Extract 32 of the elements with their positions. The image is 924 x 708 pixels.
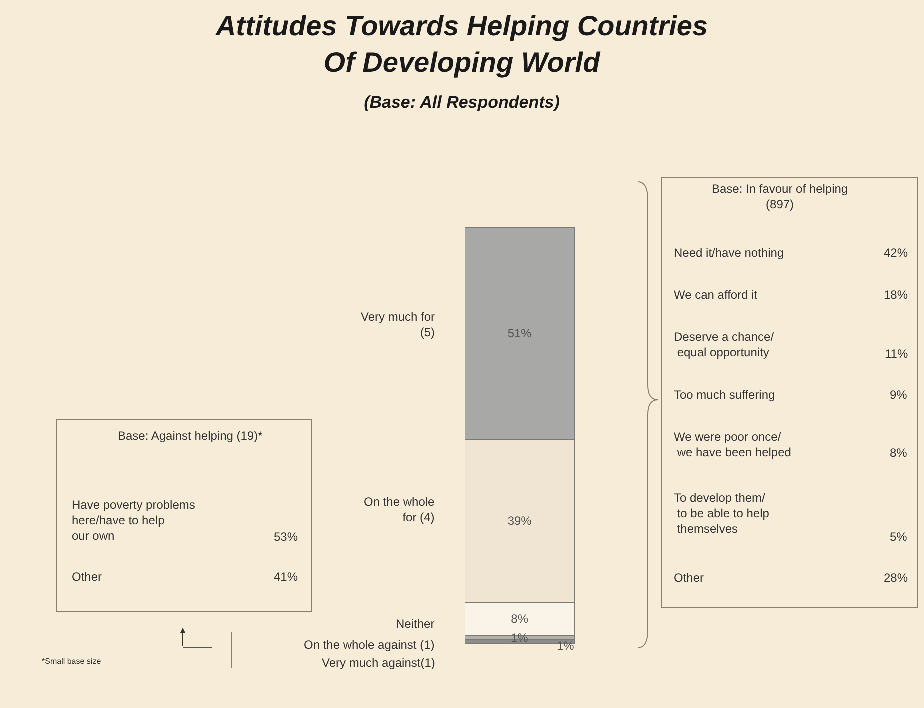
text: On the whole against (1) bbox=[304, 638, 435, 652]
text: Other bbox=[72, 570, 102, 584]
text: Other bbox=[674, 571, 704, 585]
text: We can afford it bbox=[674, 288, 758, 302]
text: 18% bbox=[884, 288, 908, 302]
text: Have poverty problems here/have to help our own bbox=[72, 498, 196, 544]
text: Deserve a chance/ equal opportunity bbox=[674, 330, 775, 360]
text: 53% bbox=[274, 530, 298, 544]
data-label: 1% bbox=[511, 631, 529, 645]
data-label: 8% bbox=[511, 612, 529, 626]
text: We were poor once/ we have been helped bbox=[674, 430, 792, 460]
text: 5% bbox=[890, 530, 908, 544]
text: 41% bbox=[274, 570, 298, 584]
data-label: 39% bbox=[508, 514, 532, 528]
text: To develop them/ to be able to help themselves bbox=[674, 491, 770, 536]
text: Base: In favour of helping (897) bbox=[712, 182, 848, 212]
text: Need it/have nothing bbox=[674, 246, 784, 260]
text: 28% bbox=[884, 571, 908, 585]
text: 42% bbox=[884, 246, 908, 260]
chart-title: Attitudes Towards Helping Countries Of Developing World bbox=[214, 10, 708, 78]
text: *Small base size bbox=[42, 657, 102, 666]
text: Very much against(1) bbox=[322, 656, 436, 670]
text: 8% bbox=[890, 446, 908, 460]
chart-subtitle: (Base: All Respondents) bbox=[364, 93, 560, 112]
data-label: 51% bbox=[508, 326, 532, 341]
text: On the whole for (4) bbox=[364, 495, 436, 525]
text: 11% bbox=[885, 347, 908, 361]
text: Base: Against helping (19)* bbox=[118, 429, 264, 443]
text: Neither bbox=[396, 617, 435, 631]
text: 9% bbox=[890, 388, 908, 402]
text: Very much for (5) bbox=[361, 310, 436, 340]
text: Too much suffering bbox=[674, 388, 776, 402]
